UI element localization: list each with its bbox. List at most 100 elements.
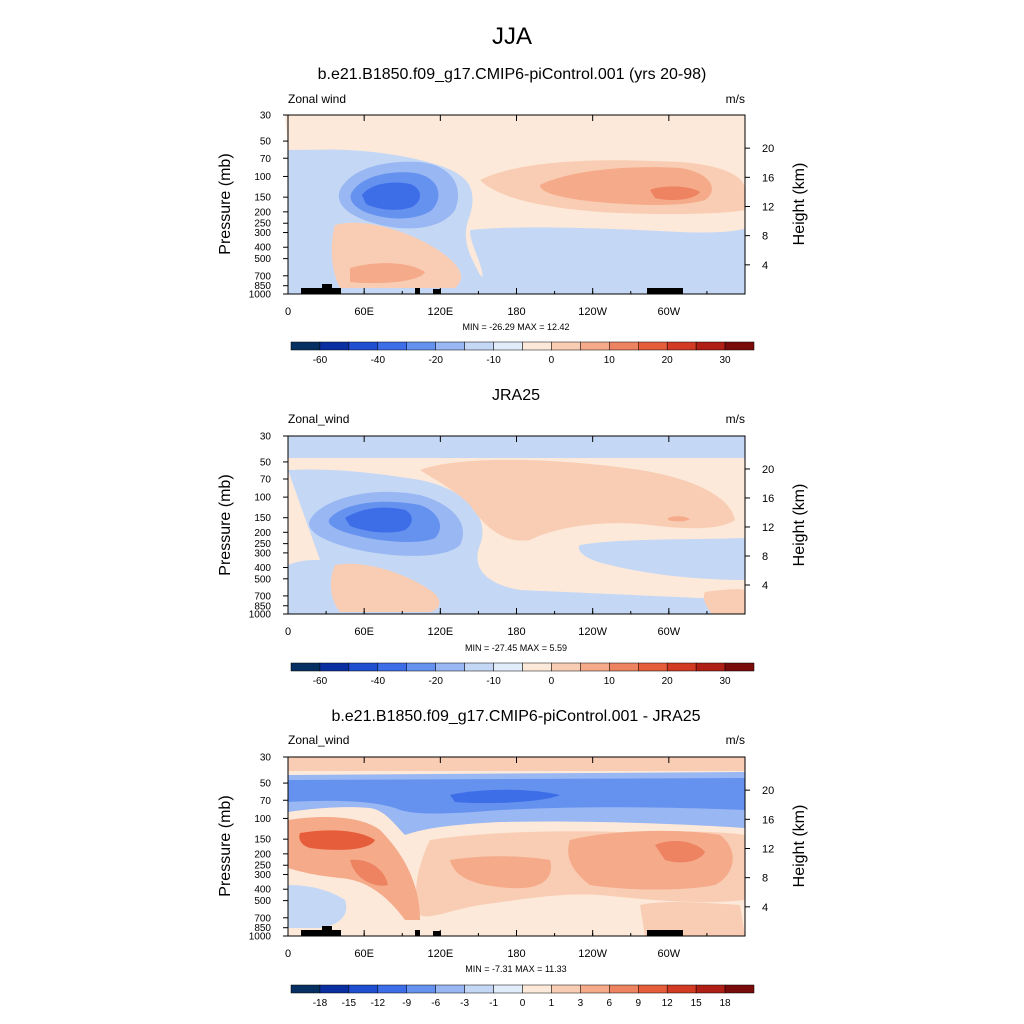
colorbar-swatch [522,984,552,994]
x-tick-label: 60W [658,948,681,960]
colorbar-label: -40 [371,676,386,687]
y2-tick-label: 8 [762,873,768,885]
panel-title: b.e21.B1850.f09_g17.CMIP6-piControl.001 … [318,66,707,83]
panel-left-label: Zonal_wind [288,412,349,426]
colorbar-swatch [580,984,610,994]
panel-units: m/s [726,412,745,426]
colorbar-label: 1 [549,998,555,1009]
colorbar-label: 20 [662,355,674,366]
colorbar-swatch [666,341,697,351]
colorbar-label: 30 [720,355,732,366]
y-tick-label: 300 [254,228,271,239]
colorbar-label: 0 [549,355,555,366]
panel-3: b.e21.B1850.f09_g17.CMIP6-piControl.001 … [217,708,808,1009]
y2-tick-label: 20 [762,464,774,476]
colorbar-label: -20 [428,676,443,687]
colorbar-swatch [724,984,755,994]
colorbar-swatch [348,984,379,994]
colorbar-swatch [609,341,639,351]
x-tick-label: 60E [354,306,374,318]
y2-axis-label: Height (km) [791,805,808,888]
plot-area [287,435,746,615]
y-tick-label: 30 [260,753,272,764]
panel-units: m/s [726,733,745,747]
colorbar-swatch [406,341,436,351]
colorbar-swatch [695,341,726,351]
colorbar-label: -12 [371,998,386,1009]
y2-tick-label: 8 [762,551,768,563]
x-tick-label: 120W [578,306,607,318]
x-tick-label: 120E [427,948,453,960]
land-markers [301,926,683,936]
panel-1: b.e21.B1850.f09_g17.CMIP6-piControl.001 … [217,66,808,366]
colorbar-label: -10 [486,355,501,366]
y-tick-label: 500 [254,254,271,265]
colorbar-label: 20 [662,676,674,687]
y2-tick-label: 12 [762,843,774,855]
y-tick-label: 30 [260,111,272,122]
colorbar-label: 6 [607,998,613,1009]
plot-area [287,756,746,937]
y2-axis-label: Height (km) [791,163,808,246]
x-tick-label: 0 [285,948,291,960]
y-tick-label: 500 [254,574,271,585]
panel-units: m/s [726,92,745,106]
colorbar-swatch [348,662,379,672]
y-tick-label: 300 [254,548,271,559]
y-tick-label: 100 [254,814,271,825]
y-axis-label: Pressure (mb) [217,153,234,254]
x-tick-label: 0 [285,626,291,638]
y-tick-label: 250 [254,539,271,550]
colorbar-label: -40 [371,355,386,366]
y-tick-label: 400 [254,885,271,896]
colorbar-swatch [551,984,581,994]
y-tick-label: 300 [254,870,271,881]
colorbar-label: -9 [402,998,411,1009]
colorbar-label: 10 [604,676,616,687]
x-tick-label: 120W [578,948,607,960]
colorbar-swatch [609,984,639,994]
colorbar-label: 0 [520,998,526,1009]
colorbar-swatch [435,341,465,351]
x-tick-label: 180 [507,626,525,638]
y-tick-label: 30 [260,432,272,443]
panel-title: b.e21.B1850.f09_g17.CMIP6-piControl.001 … [331,708,700,725]
colorbar-label: 9 [635,998,641,1009]
colorbar-swatch [319,662,350,672]
x-tick-label: 120W [578,626,607,638]
colorbar-swatch [724,662,755,672]
y2-tick-label: 12 [762,522,774,534]
colorbar-swatch [638,341,668,351]
y-tick-label: 400 [254,563,271,574]
colorbar-label: -10 [486,676,501,687]
y-tick-label: 70 [260,796,272,807]
x-tick-label: 120E [427,306,453,318]
y-tick-label: 70 [260,154,272,165]
min-max-stats: MIN = -7.31 MAX = 11.33 [465,964,566,974]
y-tick-label: 50 [260,457,272,468]
colorbar-swatch [580,341,610,351]
y-tick-label: 400 [254,243,271,254]
y-tick-label: 500 [254,896,271,907]
y-tick-label: 150 [254,193,271,204]
colorbar-label: 0 [549,676,555,687]
min-max-stats: MIN = -27.45 MAX = 5.59 [465,643,567,653]
colorbar-swatch [290,662,321,672]
colorbar-swatch [290,984,321,994]
colorbar-swatch [435,984,465,994]
y2-tick-label: 20 [762,143,774,155]
y-tick-label: 850 [254,923,271,934]
colorbar-swatch [522,341,552,351]
colorbar-swatch [551,662,581,672]
y2-tick-label: 16 [762,814,774,826]
colorbar-label: 3 [578,998,584,1009]
colorbar-label: 10 [604,355,616,366]
y-tick-label: 1000 [249,610,272,621]
colorbar-swatch [638,662,668,672]
y-tick-label: 850 [254,601,271,612]
x-tick-label: 60E [354,948,374,960]
colorbar-swatch [666,984,697,994]
colorbar-label: -18 [313,998,328,1009]
colorbar-swatch [609,662,639,672]
